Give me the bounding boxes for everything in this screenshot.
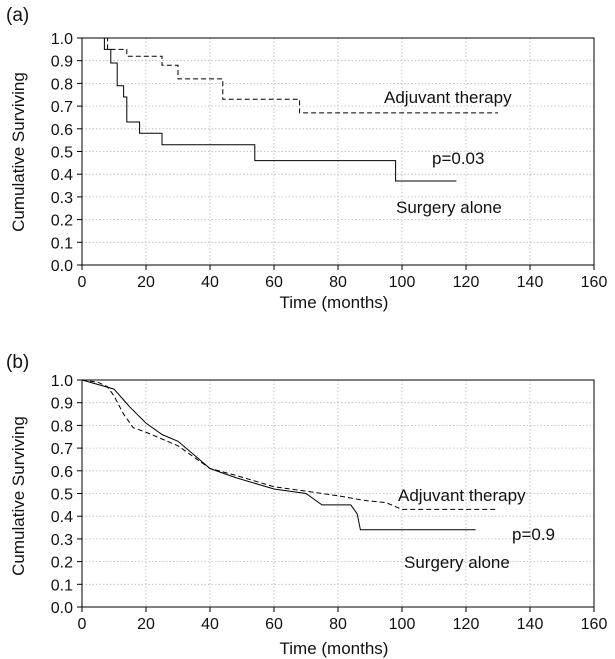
panel-a-legend-adjuvant: Adjuvant therapy [384, 88, 512, 107]
panel-a-xlabel: Time (months) [280, 293, 389, 312]
panel-a-ytick-label: 0.9 [51, 54, 73, 71]
panel-b-ytick-label: 0.6 [51, 464, 73, 481]
panel-a-series-surgery-alone [82, 37, 457, 182]
panel-b-ytick-label: 0.8 [51, 418, 73, 435]
panel-a-label: (a) [6, 5, 29, 26]
panel-b-ytick-label: 0.1 [51, 577, 73, 594]
panel-b-ytick-label: 1.0 [51, 373, 73, 390]
panel-a-xtick-label: 140 [517, 274, 544, 291]
panel-b: (b) 0 20 40 60 80 100 120 140 160 0.0 0.1 0.2 0.3 0.4… [6, 352, 607, 658]
panel-a-xtick-label: 160 [581, 274, 608, 291]
panel-a-ytick-label: 1.0 [51, 31, 73, 48]
panel-b-legend-adjuvant: Adjuvant therapy [398, 486, 526, 505]
panel-a-xtick-label: 0 [78, 274, 87, 291]
panel-b-xtick-label: 80 [329, 616, 347, 633]
panel-a-xtick-label: 100 [389, 274, 416, 291]
panel-a-ytick-label: 0.0 [51, 258, 73, 275]
panel-a-ytick-label: 0.8 [51, 76, 73, 93]
panel-b-xtick-label: 140 [517, 616, 544, 633]
panel-b-xlabel: Time (months) [280, 639, 389, 658]
panel-a-ytick-label: 0.6 [51, 122, 73, 139]
panel-a-pvalue: p=0.03 [432, 149, 484, 168]
panel-b-ytick-label: 0.0 [51, 600, 73, 617]
panel-a-ytick-label: 0.4 [51, 167, 73, 184]
panel-b-ytick-label: 0.3 [51, 532, 73, 549]
panel-a-ytick-label: 0.3 [51, 190, 73, 207]
panel-a-legend-surgery: Surgery alone [396, 198, 502, 217]
panel-b-xtick-label: 20 [137, 616, 155, 633]
panel-b-xtick-label: 0 [78, 616, 87, 633]
panel-a-ytick-label: 0.1 [51, 235, 73, 252]
panel-b-series-surgery-alone [81, 379, 476, 531]
panel-b-label: (b) [6, 352, 29, 373]
panel-b-ytick-label: 0.5 [51, 487, 73, 504]
panel-a-ytick-label: 0.5 [51, 145, 73, 162]
panel-a-xtick-label: 60 [265, 274, 283, 291]
panel-b-xtick-label: 120 [453, 616, 480, 633]
panel-b-ytick-label: 0.9 [51, 396, 73, 413]
panel-b-xtick-label: 100 [389, 616, 416, 633]
panel-b-xtick-label: 60 [265, 616, 283, 633]
panel-a-ytick-label: 0.7 [51, 99, 73, 116]
panel-a-xtick-label: 80 [329, 274, 347, 291]
panel-b-ytick-label: 0.2 [51, 555, 73, 572]
panel-b-ytick-label: 0.4 [51, 509, 73, 526]
panel-b-legend-surgery: Surgery alone [404, 553, 510, 572]
panel-a-xtick-label: 20 [137, 274, 155, 291]
panel-a-ytick-label: 0.2 [51, 213, 73, 230]
panel-b-xtick-label: 40 [201, 616, 219, 633]
panel-b-xtick-label: 160 [581, 616, 608, 633]
panel-b-ylabel: Cumulative Surviving [9, 416, 28, 576]
panel-a-xtick-label: 120 [453, 274, 480, 291]
panel-a-xtick-label: 40 [201, 274, 219, 291]
panel-b-ytick-label: 0.7 [51, 441, 73, 458]
panel-a-ylabel: Cumulative Surviving [9, 72, 28, 232]
panel-a: (a) 0 20 40 60 80 100 120 140 160 0.0 0.1 0.2 0.3 0.4… [6, 5, 607, 312]
panel-b-pvalue: p=0.9 [512, 525, 555, 544]
